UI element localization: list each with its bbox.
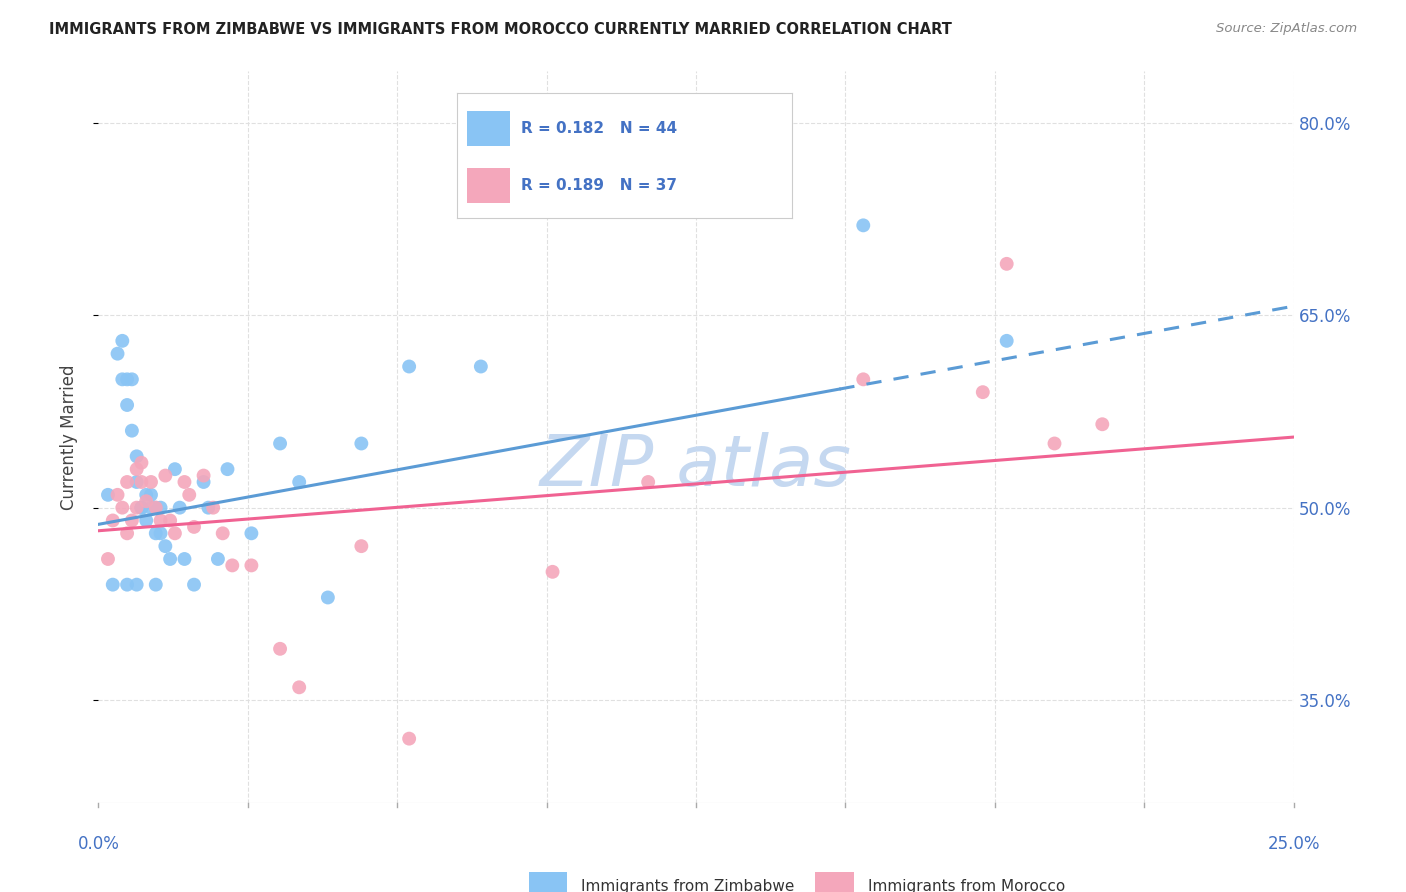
Point <box>125 577 148 591</box>
Point <box>97 552 120 566</box>
Point <box>145 500 167 515</box>
Point <box>163 462 186 476</box>
Point <box>115 577 138 591</box>
Text: 25.0%: 25.0% <box>1267 835 1320 853</box>
Point <box>852 372 875 386</box>
Point <box>97 488 120 502</box>
Point <box>470 359 492 374</box>
Point <box>145 500 167 515</box>
Point <box>1091 417 1114 432</box>
Point <box>131 456 153 470</box>
Point <box>155 539 177 553</box>
Point <box>173 475 195 489</box>
Point <box>131 500 153 515</box>
Point <box>139 500 162 515</box>
Point <box>159 552 181 566</box>
Point <box>101 577 124 591</box>
Point <box>115 372 138 386</box>
Point <box>107 488 129 502</box>
Point <box>111 500 134 515</box>
Text: Immigrants from Morocco: Immigrants from Morocco <box>868 879 1066 892</box>
Point <box>240 558 263 573</box>
Point <box>111 334 134 348</box>
Point <box>121 514 143 528</box>
Point <box>131 500 153 515</box>
Point <box>145 577 167 591</box>
Point <box>173 552 195 566</box>
Point <box>125 475 148 489</box>
FancyBboxPatch shape <box>815 872 853 892</box>
FancyBboxPatch shape <box>529 872 567 892</box>
Text: ZIP atlas: ZIP atlas <box>540 432 852 500</box>
Point <box>269 436 291 450</box>
Point <box>115 526 138 541</box>
Point <box>398 731 420 746</box>
Point <box>125 462 148 476</box>
Point <box>197 500 219 515</box>
Point <box>972 385 994 400</box>
Point <box>637 475 659 489</box>
Point <box>125 450 148 464</box>
Point <box>852 219 875 233</box>
Point <box>135 488 157 502</box>
Point <box>145 526 167 541</box>
Point <box>169 500 191 515</box>
Text: Immigrants from Zimbabwe: Immigrants from Zimbabwe <box>581 879 794 892</box>
Point <box>269 641 291 656</box>
Point <box>207 552 229 566</box>
Point <box>131 500 153 515</box>
Point <box>398 359 420 374</box>
Point <box>202 500 225 515</box>
Point <box>183 577 205 591</box>
Point <box>240 526 263 541</box>
Point <box>101 514 124 528</box>
Point <box>350 539 373 553</box>
Point <box>193 475 215 489</box>
Point <box>179 488 201 502</box>
Point <box>135 514 157 528</box>
Point <box>125 500 148 515</box>
Point <box>111 372 134 386</box>
Point <box>121 424 143 438</box>
Point <box>149 514 172 528</box>
Point <box>131 475 153 489</box>
Point <box>107 346 129 360</box>
Point <box>155 468 177 483</box>
Point <box>115 398 138 412</box>
Point <box>288 681 311 695</box>
Point <box>995 257 1018 271</box>
Point <box>139 475 162 489</box>
Point <box>211 526 233 541</box>
Point <box>149 526 172 541</box>
Text: 0.0%: 0.0% <box>77 835 120 853</box>
Point <box>288 475 311 489</box>
Text: IMMIGRANTS FROM ZIMBABWE VS IMMIGRANTS FROM MOROCCO CURRENTLY MARRIED CORRELATIO: IMMIGRANTS FROM ZIMBABWE VS IMMIGRANTS F… <box>49 22 952 37</box>
Y-axis label: Currently Married: Currently Married <box>59 364 77 510</box>
Point <box>995 334 1018 348</box>
Point <box>1043 436 1066 450</box>
Point <box>183 520 205 534</box>
Point <box>139 488 162 502</box>
Point <box>121 372 143 386</box>
Point <box>115 475 138 489</box>
Text: Source: ZipAtlas.com: Source: ZipAtlas.com <box>1216 22 1357 36</box>
Point <box>316 591 339 605</box>
Point <box>193 468 215 483</box>
Point <box>221 558 243 573</box>
Point <box>350 436 373 450</box>
Point <box>135 494 157 508</box>
Point <box>149 500 172 515</box>
Point <box>541 565 564 579</box>
Point <box>217 462 239 476</box>
Point <box>159 514 181 528</box>
Point <box>163 526 186 541</box>
